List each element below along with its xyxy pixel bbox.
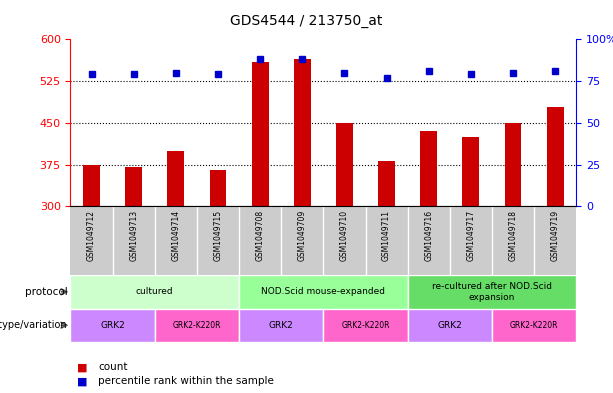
Text: GRK2-K220R: GRK2-K220R	[510, 321, 558, 330]
Bar	[336, 123, 353, 206]
Bar	[462, 137, 479, 206]
Text: cultured: cultured	[136, 287, 173, 296]
Text: GDS4544 / 213750_at: GDS4544 / 213750_at	[230, 13, 383, 28]
Text: GSM1049711: GSM1049711	[382, 210, 391, 261]
Text: GSM1049718: GSM1049718	[509, 210, 517, 261]
Bar	[547, 107, 563, 206]
Bar	[492, 309, 576, 342]
Text: GRK2-K220R: GRK2-K220R	[173, 321, 221, 330]
Bar	[70, 309, 154, 342]
Text: count: count	[98, 362, 128, 373]
Bar	[294, 59, 311, 206]
Text: protocol: protocol	[25, 287, 67, 297]
Text: ■: ■	[77, 376, 87, 386]
Text: GSM1049713: GSM1049713	[129, 210, 138, 261]
Text: GRK2-K220R: GRK2-K220R	[341, 321, 390, 330]
Bar	[408, 309, 492, 342]
Text: GSM1049719: GSM1049719	[550, 210, 560, 261]
Bar	[70, 275, 239, 309]
Text: GSM1049717: GSM1049717	[466, 210, 475, 261]
Bar	[239, 309, 323, 342]
Text: genotype/variation: genotype/variation	[0, 320, 67, 330]
Bar	[421, 131, 437, 206]
Text: GSM1049712: GSM1049712	[87, 210, 96, 261]
Text: GSM1049714: GSM1049714	[172, 210, 180, 261]
Bar	[210, 170, 226, 206]
Bar	[239, 275, 408, 309]
Text: re-cultured after NOD.Scid
expansion: re-cultured after NOD.Scid expansion	[432, 282, 552, 301]
Text: GSM1049715: GSM1049715	[213, 210, 223, 261]
Text: GSM1049708: GSM1049708	[256, 210, 265, 261]
Bar	[83, 165, 100, 206]
Bar	[378, 161, 395, 206]
Bar	[504, 123, 522, 206]
Text: GSM1049710: GSM1049710	[340, 210, 349, 261]
Text: ■: ■	[77, 362, 87, 373]
Text: GSM1049709: GSM1049709	[298, 210, 306, 261]
Bar	[125, 167, 142, 206]
Text: NOD.Scid mouse-expanded: NOD.Scid mouse-expanded	[261, 287, 386, 296]
Bar	[167, 151, 185, 206]
Text: GSM1049716: GSM1049716	[424, 210, 433, 261]
Bar	[154, 309, 239, 342]
Bar	[324, 309, 408, 342]
Text: GRK2: GRK2	[438, 321, 462, 330]
Text: percentile rank within the sample: percentile rank within the sample	[98, 376, 274, 386]
Text: GRK2: GRK2	[269, 321, 294, 330]
Bar	[408, 275, 576, 309]
Bar	[252, 62, 268, 206]
Text: GRK2: GRK2	[101, 321, 125, 330]
